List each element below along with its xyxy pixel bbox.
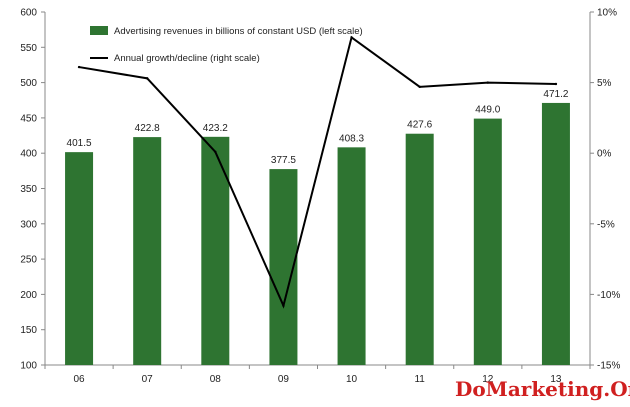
growth-line-point — [554, 82, 558, 86]
growth-line-point — [214, 150, 217, 153]
bar — [337, 147, 366, 365]
bar-data-label: 377.5 — [271, 155, 296, 166]
right-tick-label: -10% — [597, 290, 620, 301]
left-tick-label: 200 — [20, 290, 37, 301]
growth-line-point — [486, 81, 490, 84]
left-tick-label: 350 — [20, 184, 37, 195]
bar-data-label: 401.5 — [67, 138, 92, 149]
bar — [65, 152, 94, 365]
legend-bar-label: Advertising revenues in billions of cons… — [114, 26, 363, 37]
growth-line-point — [77, 65, 81, 69]
growth-line-point — [282, 304, 285, 307]
bar — [541, 102, 570, 365]
right-tick-label: -5% — [597, 219, 615, 230]
bar — [405, 133, 434, 365]
right-tick-label: 5% — [597, 78, 612, 89]
bar-series — [65, 102, 570, 365]
x-tick-label: 07 — [142, 374, 154, 385]
x-tick-label: 12 — [482, 374, 494, 385]
bar-data-label: 427.6 — [407, 120, 432, 131]
left-tick-label: 150 — [20, 325, 37, 336]
legend-bar-swatch — [90, 26, 108, 35]
left-tick-label: 500 — [20, 78, 37, 89]
x-tick-label: 11 — [414, 374, 425, 385]
bar-data-labels: 401.5 422.8 423.2 377.5 408.3 427.6 449.0 471.2 — [67, 89, 569, 166]
growth-line — [78, 35, 556, 309]
left-tick-label: 300 — [20, 219, 37, 230]
right-tick-label: 0% — [597, 149, 612, 160]
x-tick-label: 13 — [550, 374, 562, 385]
legend-line-label: Annual growth/decline (right scale) — [114, 53, 260, 64]
right-tick-label: 10% — [597, 8, 617, 19]
line-series — [77, 35, 558, 309]
x-tick-label: 09 — [278, 374, 290, 385]
bar-data-label: 471.2 — [543, 89, 568, 100]
left-tick-label: 550 — [20, 43, 37, 54]
left-tick-label: 100 — [20, 361, 37, 372]
growth-line-point — [145, 77, 149, 80]
left-tick-label: 600 — [20, 8, 37, 19]
bar-data-label: 449.0 — [475, 105, 500, 116]
x-tick-label: 06 — [74, 374, 86, 385]
growth-line-point — [418, 85, 421, 89]
bar-data-label: 423.2 — [203, 123, 228, 134]
left-tick-label: 400 — [20, 149, 37, 160]
growth-line-point — [350, 36, 353, 39]
bar-data-label: 408.3 — [339, 133, 364, 144]
right-tick-label: -15% — [597, 361, 620, 372]
x-tick-label: 08 — [210, 374, 222, 385]
bar — [473, 118, 502, 365]
axes: 100 150 200 250 300 350 400 450 500 550 600 -15% -10… — [20, 8, 620, 386]
left-tick-label: 450 — [20, 113, 37, 124]
left-tick-label: 250 — [20, 255, 37, 266]
bar-data-label: 422.8 — [135, 123, 160, 134]
bar — [133, 137, 162, 365]
x-tick-label: 10 — [346, 374, 358, 385]
bar — [201, 136, 230, 365]
legend: Advertising revenues in billions of cons… — [90, 26, 363, 64]
watermark-text: DoMarketing.Org — [455, 377, 630, 401]
